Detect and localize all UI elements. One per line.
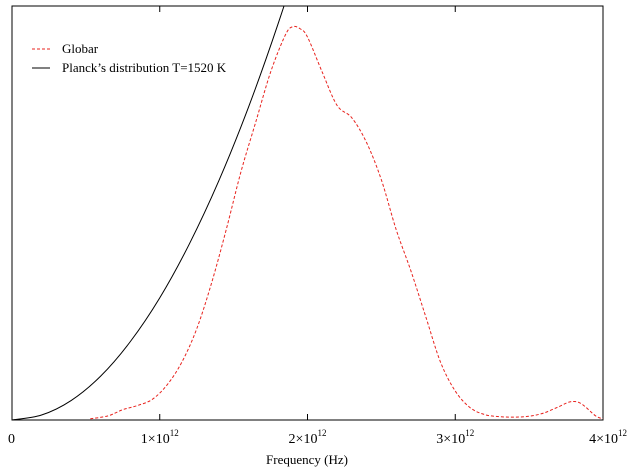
plot-area: [12, 6, 603, 420]
x-tick-label: 3×1012: [436, 428, 474, 447]
x-tick-label: 2×1012: [289, 428, 327, 447]
x-tick-label: 4×1012: [589, 428, 627, 447]
legend-label-planck: Planck’s distribution T=1520 K: [62, 60, 227, 75]
x-tick-label: 0: [8, 432, 15, 447]
legend-label-globar: Globar: [62, 41, 99, 56]
legend: Globar Planck’s distribution T=1520 K: [32, 41, 227, 75]
series-line-planck: [12, 6, 285, 420]
x-ticks: 0 1×1012 2×1012 3×1012 4×1012: [8, 6, 627, 447]
x-axis-label: Frequency (Hz): [266, 452, 348, 467]
series-line-globar: [90, 25, 603, 420]
x-tick-label: 1×1012: [141, 428, 179, 447]
